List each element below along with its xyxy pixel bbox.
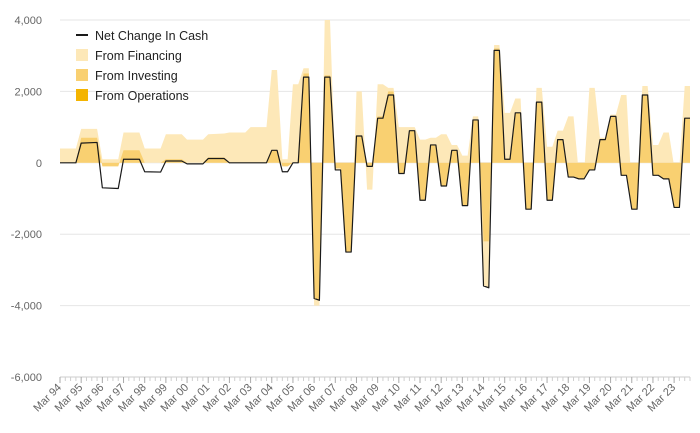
line-series-net-change-in-cash xyxy=(60,49,690,301)
area-layer xyxy=(60,20,690,306)
legend-swatch xyxy=(76,69,88,81)
area-series-from-investing xyxy=(60,48,690,301)
legend-label: From Operations xyxy=(95,89,189,103)
legend-swatch xyxy=(76,49,88,61)
y-tick-label: -6,000 xyxy=(11,372,42,384)
legend-label: Net Change In Cash xyxy=(95,29,208,43)
y-tick-label: -4,000 xyxy=(11,301,42,313)
legend-swatch xyxy=(76,89,88,101)
legend-label: From Financing xyxy=(95,49,182,63)
y-tick-label: 2,000 xyxy=(14,86,42,98)
y-tick-label: 0 xyxy=(36,158,42,170)
legend-label: From Investing xyxy=(95,69,178,83)
line-layer xyxy=(60,49,690,301)
y-tick-label: 4,000 xyxy=(14,15,42,27)
legend: Net Change In Cash From Financing From Inv… xyxy=(76,29,208,103)
y-tick-label: -2,000 xyxy=(11,229,42,241)
